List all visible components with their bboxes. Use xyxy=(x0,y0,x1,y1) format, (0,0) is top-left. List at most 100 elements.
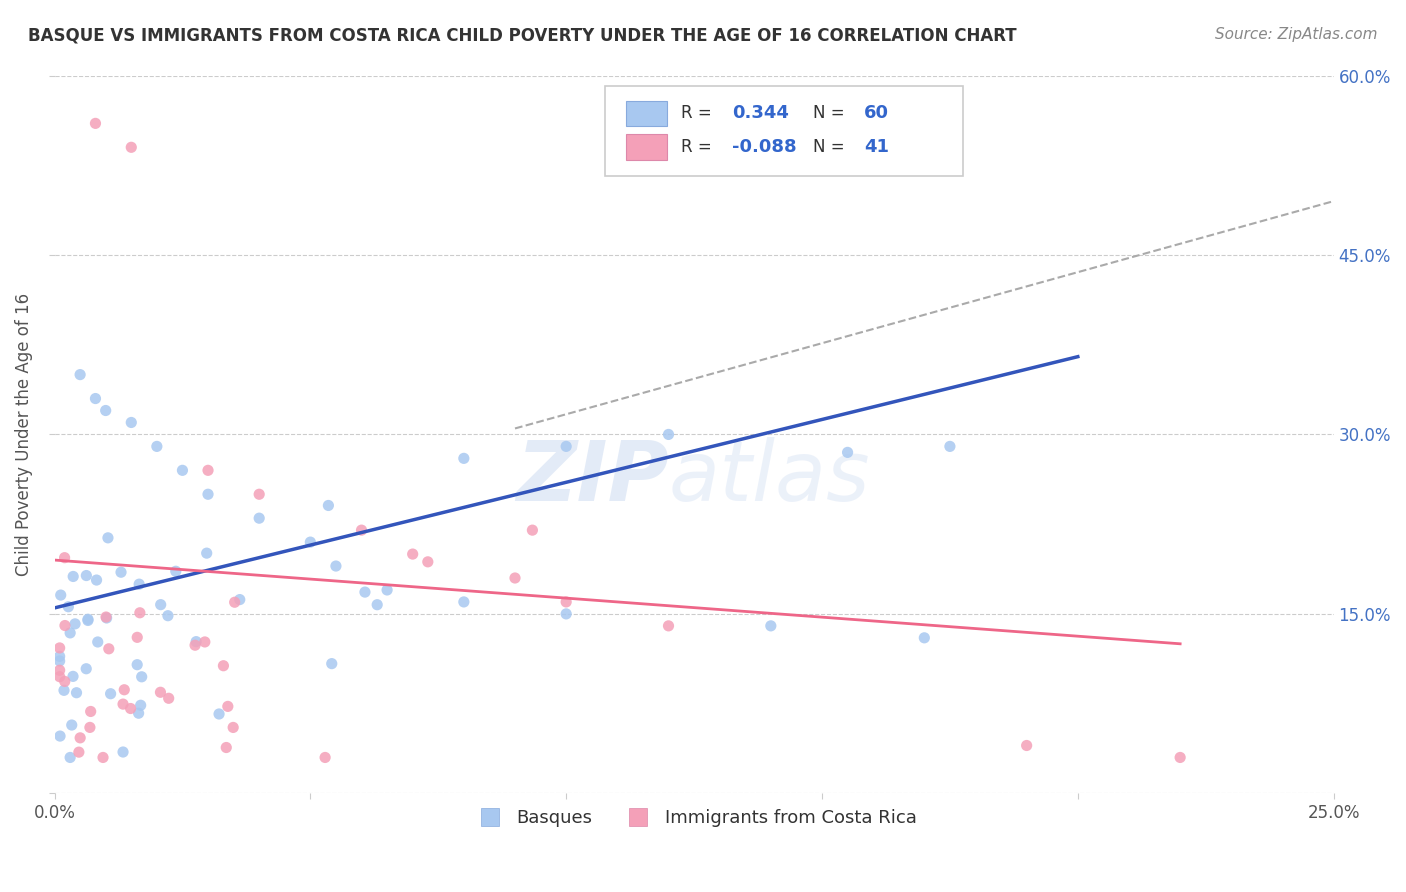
Text: R =: R = xyxy=(682,137,717,155)
Point xyxy=(112,745,135,759)
FancyBboxPatch shape xyxy=(605,87,963,176)
Point xyxy=(1015,739,1038,753)
Point xyxy=(416,555,439,569)
Text: Source: ZipAtlas.com: Source: ZipAtlas.com xyxy=(1215,27,1378,42)
Point xyxy=(128,577,150,591)
Text: 41: 41 xyxy=(865,137,889,155)
Text: N =: N = xyxy=(813,137,845,155)
Point xyxy=(172,463,194,477)
Point xyxy=(112,697,135,711)
Point xyxy=(453,451,475,466)
Text: 0.344: 0.344 xyxy=(733,103,789,122)
Point xyxy=(149,685,172,699)
Point xyxy=(222,721,245,735)
Text: N =: N = xyxy=(813,103,845,122)
Point xyxy=(120,140,142,154)
Point xyxy=(94,610,117,624)
Point xyxy=(53,550,76,565)
Point xyxy=(503,571,526,585)
Point xyxy=(165,564,187,578)
Point xyxy=(48,670,70,684)
Point xyxy=(48,649,70,664)
Point xyxy=(120,416,142,430)
Point xyxy=(96,611,118,625)
Point xyxy=(94,403,117,417)
Point xyxy=(77,612,100,626)
Point xyxy=(59,626,82,640)
Point xyxy=(69,368,91,382)
Point xyxy=(127,631,149,645)
Point xyxy=(63,616,86,631)
Point xyxy=(62,569,84,583)
Point xyxy=(555,439,578,453)
Point xyxy=(79,705,101,719)
Point xyxy=(194,635,217,649)
Point xyxy=(215,740,238,755)
Point xyxy=(146,439,169,453)
Point xyxy=(197,487,219,501)
Point xyxy=(97,531,120,545)
Point xyxy=(314,750,336,764)
Text: atlas: atlas xyxy=(668,437,870,518)
Point xyxy=(128,606,150,620)
Point xyxy=(402,547,425,561)
Point xyxy=(100,687,122,701)
Point xyxy=(120,701,142,715)
Text: R =: R = xyxy=(682,103,717,122)
Point xyxy=(53,674,76,689)
Point xyxy=(75,568,97,582)
Point xyxy=(110,566,132,580)
Point xyxy=(131,670,153,684)
Point xyxy=(229,592,252,607)
Point xyxy=(186,634,208,648)
Point xyxy=(318,499,340,513)
Point xyxy=(48,640,70,655)
Point xyxy=(53,618,76,632)
Point xyxy=(87,635,110,649)
Point xyxy=(197,463,219,477)
Point xyxy=(53,683,76,698)
Point xyxy=(49,588,72,602)
Point xyxy=(217,699,239,714)
Point xyxy=(912,631,935,645)
Point xyxy=(128,706,150,721)
Point xyxy=(157,691,180,706)
Point xyxy=(208,706,231,721)
Point xyxy=(69,731,91,745)
FancyBboxPatch shape xyxy=(626,135,668,160)
Point xyxy=(48,654,70,668)
Point xyxy=(127,657,149,672)
Point xyxy=(129,698,152,713)
Point xyxy=(48,663,70,677)
Point xyxy=(759,619,782,633)
Point xyxy=(79,720,101,734)
Point xyxy=(97,641,120,656)
Point xyxy=(321,657,343,671)
Point xyxy=(49,729,72,743)
Text: 60: 60 xyxy=(865,103,889,122)
Y-axis label: Child Poverty Under the Age of 16: Child Poverty Under the Age of 16 xyxy=(15,293,32,576)
Point xyxy=(555,595,578,609)
Text: -0.088: -0.088 xyxy=(733,137,797,155)
Point xyxy=(67,745,90,759)
Point xyxy=(657,427,679,442)
Point xyxy=(299,535,322,549)
FancyBboxPatch shape xyxy=(626,101,668,126)
Point xyxy=(837,445,859,459)
Legend: Basques, Immigrants from Costa Rica: Basques, Immigrants from Costa Rica xyxy=(464,802,924,835)
Point xyxy=(657,619,679,633)
Point xyxy=(212,658,235,673)
Point xyxy=(375,582,398,597)
Point xyxy=(112,682,135,697)
Point xyxy=(195,546,218,560)
Point xyxy=(60,718,83,732)
Point xyxy=(149,598,172,612)
Point xyxy=(77,614,100,628)
Text: BASQUE VS IMMIGRANTS FROM COSTA RICA CHILD POVERTY UNDER THE AGE OF 16 CORRELATI: BASQUE VS IMMIGRANTS FROM COSTA RICA CHI… xyxy=(28,27,1017,45)
Point xyxy=(555,607,578,621)
Text: ZIP: ZIP xyxy=(516,437,668,518)
Point xyxy=(453,595,475,609)
Point xyxy=(247,487,270,501)
Point xyxy=(1168,750,1191,764)
Point xyxy=(939,439,962,453)
